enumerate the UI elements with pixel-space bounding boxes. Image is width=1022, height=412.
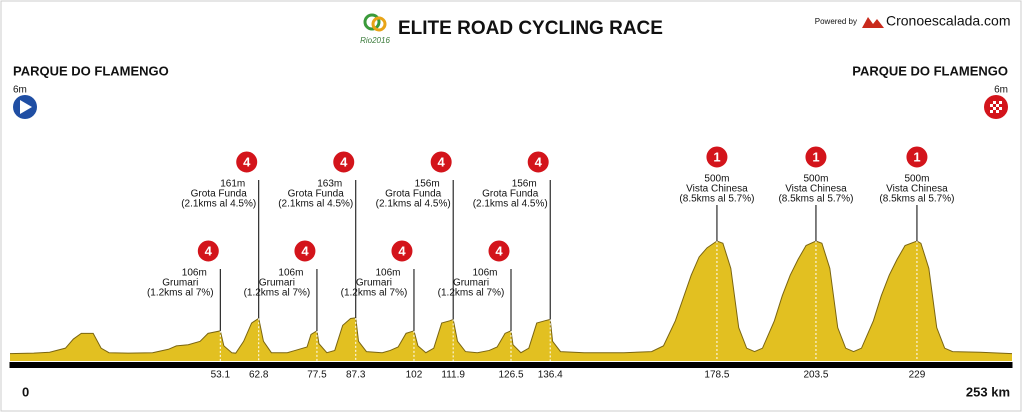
climb-category: 4	[535, 154, 543, 169]
finish-icon	[984, 95, 1008, 119]
x-tick-label: 253 km	[966, 384, 1010, 399]
climb-category: 4	[301, 243, 309, 258]
climb-badge	[905, 145, 929, 169]
climb-badge	[705, 145, 729, 169]
climb-name: Grumari	[356, 278, 392, 289]
brand-logo	[862, 17, 884, 28]
climb-badge	[804, 145, 828, 169]
brand: Cronoescalada.com	[886, 13, 1011, 29]
climb-name: Grumari	[453, 278, 489, 289]
climb-elevation: 106m	[278, 268, 303, 279]
climb-category: 4	[340, 154, 348, 169]
climb-name: Grota Funda	[288, 189, 345, 200]
x-tick-label: 87.3	[346, 370, 366, 381]
climb-elevation: 500m	[803, 174, 828, 185]
climb-name: Grumari	[162, 278, 198, 289]
climb-elevation: 106m	[375, 268, 400, 279]
climb-elevation: 106m	[472, 268, 497, 279]
climb-detail: (1.2kms al 7%)	[438, 288, 505, 299]
start-name: PARQUE DO FLAMENGO	[13, 63, 169, 78]
climb-elevation: 156m	[415, 179, 440, 190]
climb-elevation: 500m	[904, 174, 929, 185]
rio-logo: Rio2016	[360, 13, 390, 45]
climb-badge	[293, 239, 317, 263]
climb-badge	[235, 150, 259, 174]
start-icon	[13, 95, 37, 119]
climb-name: Vista Chinesa	[886, 184, 948, 195]
climb-badge	[487, 239, 511, 263]
climb-category: 1	[812, 149, 819, 164]
x-tick-label: 126.5	[498, 370, 523, 381]
climb-name: Vista Chinesa	[785, 184, 847, 195]
climb-name: Grota Funda	[482, 189, 539, 200]
x-tick-label: 62.8	[249, 370, 269, 381]
x-tick-label: 0	[22, 384, 29, 399]
climb-category: 4	[398, 243, 406, 258]
climb-badge	[526, 150, 550, 174]
climb-category: 4	[243, 154, 251, 169]
powered-by: Powered by	[815, 17, 857, 26]
climb-detail: (8.5kms al 5.7%)	[879, 194, 954, 205]
finish-elevation: 6m	[994, 85, 1008, 96]
climb-category: 1	[913, 149, 920, 164]
start-elevation: 6m	[13, 85, 27, 96]
climb-elevation: 106m	[182, 268, 207, 279]
climb-detail: (8.5kms al 5.7%)	[679, 194, 754, 205]
climb-category: 4	[495, 243, 503, 258]
climb-detail: (1.2kms al 7%)	[147, 288, 214, 299]
x-tick-label: 111.9	[441, 370, 465, 381]
x-tick-label: 178.5	[704, 370, 729, 381]
climb-detail: (1.2kms al 7%)	[244, 288, 311, 299]
x-tick-label: 136.4	[538, 370, 563, 381]
climb-category: 1	[713, 149, 720, 164]
climb-badge	[390, 239, 414, 263]
climb-detail: (1.2kms al 7%)	[341, 288, 408, 299]
climb-elevation: 163m	[317, 179, 342, 190]
svg-text:Rio2016: Rio2016	[360, 36, 390, 45]
climb-elevation: 156m	[512, 179, 537, 190]
chart-title: ELITE ROAD CYCLING RACE	[398, 18, 663, 39]
x-tick-label: 229	[909, 370, 926, 381]
x-tick-label: 102	[406, 370, 423, 381]
climb-name: Vista Chinesa	[686, 184, 748, 195]
climb-name: Grumari	[259, 278, 295, 289]
x-tick-label: 203.5	[803, 370, 828, 381]
climb-badge	[429, 150, 453, 174]
profile-line	[9, 240, 1013, 355]
climb-detail: (2.1kms al 4.5%)	[473, 199, 548, 210]
climb-detail: (8.5kms al 5.7%)	[778, 194, 853, 205]
climb-detail: (2.1kms al 4.5%)	[278, 199, 353, 210]
climb-detail: (2.1kms al 4.5%)	[376, 199, 451, 210]
x-tick-label: 53.1	[211, 370, 231, 381]
finish-name: PARQUE DO FLAMENGO	[852, 63, 1008, 78]
profile-area	[10, 241, 1012, 361]
climb-category: 4	[438, 154, 446, 169]
climb-badge	[332, 150, 356, 174]
climb-name: Grota Funda	[191, 189, 248, 200]
climb-category: 4	[205, 243, 213, 258]
climb-name: Grota Funda	[385, 189, 442, 200]
climb-badge	[196, 239, 220, 263]
climb-detail: (2.1kms al 4.5%)	[181, 199, 256, 210]
x-tick-label: 77.5	[307, 370, 327, 381]
climb-elevation: 500m	[704, 174, 729, 185]
climb-elevation: 161m	[220, 179, 245, 190]
